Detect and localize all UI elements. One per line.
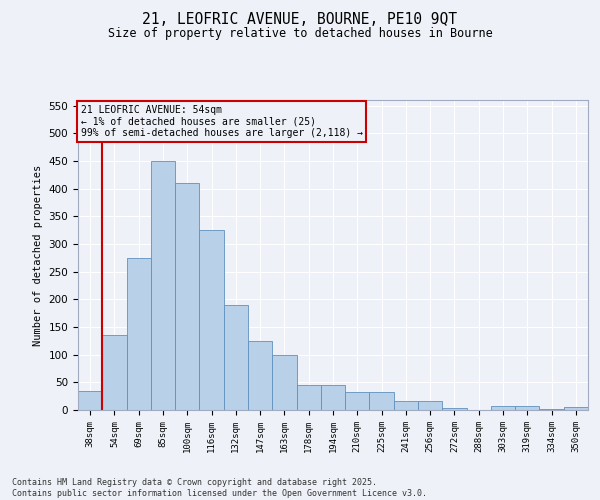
Bar — [491, 406, 515, 410]
Y-axis label: Number of detached properties: Number of detached properties — [33, 164, 43, 346]
Bar — [370, 392, 394, 410]
Bar — [175, 183, 199, 410]
Bar — [515, 406, 539, 410]
Bar — [564, 407, 588, 410]
Text: Contains HM Land Registry data © Crown copyright and database right 2025.
Contai: Contains HM Land Registry data © Crown c… — [12, 478, 427, 498]
Bar — [199, 230, 224, 410]
Bar — [272, 354, 296, 410]
Bar — [224, 305, 248, 410]
Bar — [296, 385, 321, 410]
Bar — [345, 392, 370, 410]
Bar — [418, 400, 442, 410]
Bar — [248, 341, 272, 410]
Bar — [151, 161, 175, 410]
Text: Size of property relative to detached houses in Bourne: Size of property relative to detached ho… — [107, 28, 493, 40]
Bar — [78, 390, 102, 410]
Text: 21 LEOFRIC AVENUE: 54sqm
← 1% of detached houses are smaller (25)
99% of semi-de: 21 LEOFRIC AVENUE: 54sqm ← 1% of detache… — [80, 104, 362, 138]
Bar — [442, 408, 467, 410]
Bar — [102, 336, 127, 410]
Bar — [539, 409, 564, 410]
Bar — [127, 258, 151, 410]
Text: 21, LEOFRIC AVENUE, BOURNE, PE10 9QT: 21, LEOFRIC AVENUE, BOURNE, PE10 9QT — [143, 12, 458, 28]
Bar — [394, 400, 418, 410]
Bar — [321, 385, 345, 410]
